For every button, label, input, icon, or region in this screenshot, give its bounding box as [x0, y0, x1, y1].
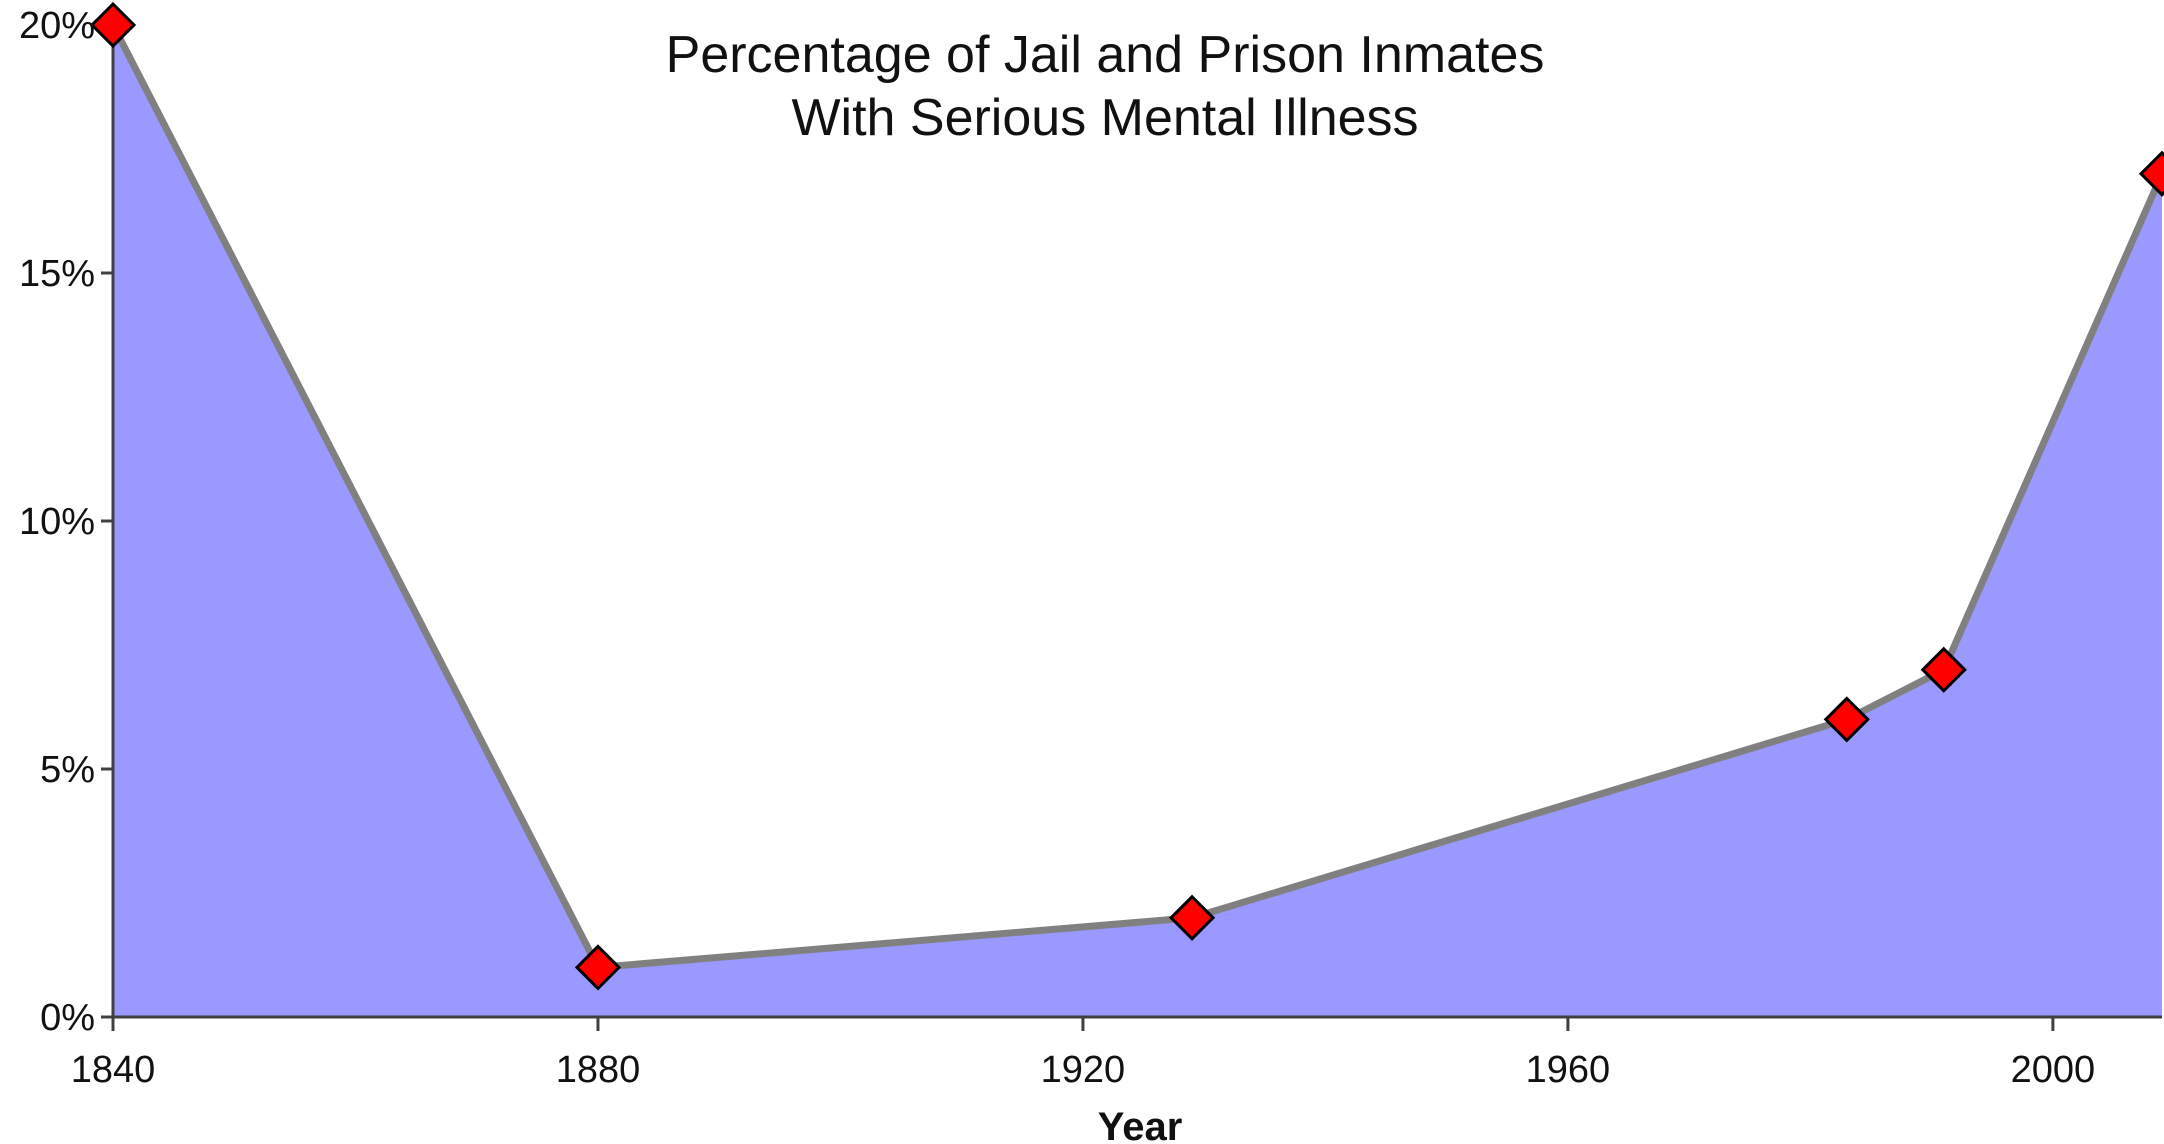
axes-layer [101, 23, 2162, 1031]
line-layer [109, 21, 2164, 971]
data-point-marker-1991 [1920, 646, 1967, 693]
area-layer [113, 25, 2162, 1017]
y-tick-label: 15% [19, 253, 95, 295]
chart-title-line-2: With Serious Mental Illness [791, 89, 1418, 147]
y-tick-label: 20% [19, 5, 95, 47]
data-point-marker-1983 [1823, 696, 1870, 743]
x-tick-label: 2000 [2011, 1049, 2096, 1091]
area-outline [109, 21, 2164, 971]
data-point-marker-1840 [89, 1, 137, 49]
x-axis-title: Year [1098, 1105, 1183, 1144]
y-tick-label: 0% [40, 997, 95, 1039]
x-tick-label: 1960 [1526, 1049, 1611, 1091]
area-fill [113, 25, 2162, 1017]
y-tick-label: 5% [40, 749, 95, 791]
x-tick-label: 1920 [1041, 1049, 1126, 1091]
data-point-marker-1929 [1168, 894, 1216, 941]
x-tick-label: 1880 [556, 1049, 641, 1091]
y-tick-label: 10% [19, 501, 95, 543]
x-tick-label: 1840 [71, 1049, 156, 1091]
data-point-marker-1880 [574, 944, 622, 991]
data-point-marker-2009 [2138, 150, 2164, 197]
markers-layer [89, 1, 2164, 991]
chart-title-line-1: Percentage of Jail and Prison Inmates [666, 26, 1545, 84]
text-layer: 0% 5% 10% 15% 20% 1840 1880 1920 1960 2000 Percent… [19, 5, 2095, 1144]
